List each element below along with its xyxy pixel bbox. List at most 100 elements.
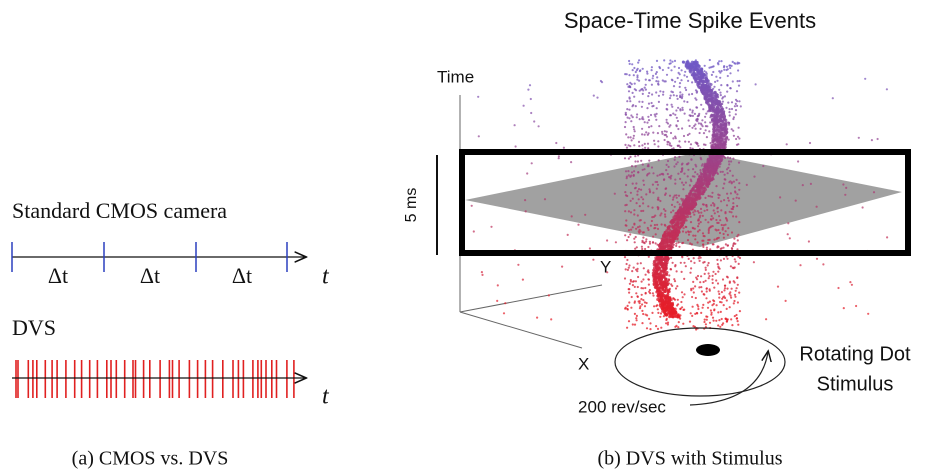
event-dot (671, 104, 673, 106)
event-dot (593, 95, 595, 97)
event-dot (664, 297, 667, 300)
event-dot (712, 271, 714, 273)
event-dot (630, 229, 632, 231)
event-dot (628, 60, 630, 62)
event-dot (689, 197, 692, 200)
event-dot (715, 118, 718, 121)
event-dot (678, 226, 681, 229)
event-dot (625, 133, 627, 135)
event-dot (649, 190, 651, 192)
event-dot (727, 197, 729, 199)
event-dot (641, 310, 643, 312)
event-dot (728, 122, 730, 124)
event-dot (651, 84, 653, 86)
event-dot (730, 297, 732, 299)
event-dot (765, 318, 767, 320)
event-dot (633, 213, 635, 215)
event-dot (674, 60, 676, 62)
event-dot (717, 194, 719, 196)
event-dot (712, 71, 714, 73)
event-dot (678, 140, 680, 142)
event-dot (670, 211, 672, 213)
event-dot (690, 159, 692, 161)
stimulus-disk (615, 328, 785, 396)
event-dot (659, 67, 661, 69)
event-dot (663, 294, 666, 297)
event-dot (709, 288, 711, 290)
event-dot (873, 191, 875, 193)
event-dot (733, 300, 735, 302)
event-dot (703, 235, 705, 237)
event-dot (674, 159, 676, 161)
event-dot (732, 267, 734, 269)
event-dot (668, 274, 670, 276)
event-dot (696, 92, 698, 94)
event-dot (641, 118, 643, 120)
event-dot (724, 285, 726, 287)
event-dot (647, 205, 649, 207)
event-dot (677, 107, 679, 109)
event-dot (679, 109, 681, 111)
event-dot (550, 318, 552, 320)
event-dot (630, 120, 632, 122)
event-dot (719, 133, 722, 136)
event-dot (628, 288, 630, 290)
event-dot (737, 284, 739, 286)
event-dot (734, 105, 736, 107)
event-dot (709, 301, 711, 303)
event-dot (654, 224, 656, 226)
event-dot (705, 167, 708, 170)
event-dot (688, 141, 690, 143)
event-dot (710, 142, 712, 144)
event-dot (640, 160, 642, 162)
event-dot (642, 237, 644, 239)
event-dot (736, 193, 738, 195)
event-dot (677, 201, 679, 203)
event-dot (635, 280, 637, 282)
event-dot (660, 297, 662, 299)
event-dot (640, 262, 642, 264)
interval-label: Δt (48, 263, 68, 288)
event-dot (724, 143, 727, 146)
event-dot (644, 121, 646, 123)
right-panel: Space-Time Spike Events Time Y X 5 ms Ro… (403, 8, 911, 470)
event-dot (678, 72, 680, 74)
event-dot (670, 268, 672, 270)
event-dot (720, 84, 722, 86)
rotation-arrow (690, 352, 768, 405)
event-dot (652, 236, 654, 238)
event-dot (690, 221, 692, 223)
event-dot (631, 165, 633, 167)
event-dot (636, 69, 638, 71)
event-dot (630, 307, 632, 309)
event-dot (712, 109, 715, 112)
event-dot (692, 235, 694, 237)
event-dot (689, 114, 691, 116)
event-dot (649, 322, 651, 324)
event-dot (705, 323, 707, 325)
stimulus-label: Stimulus (817, 373, 894, 395)
event-dot (799, 264, 801, 266)
event-dot (718, 120, 721, 123)
event-dot (708, 272, 710, 274)
event-dot (654, 215, 656, 217)
event-dot (656, 269, 659, 272)
event-dot (635, 182, 637, 184)
event-dot (725, 230, 727, 232)
event-dot (735, 216, 737, 218)
event-dot (624, 277, 626, 279)
event-dot (698, 257, 700, 259)
event-dot (653, 280, 655, 282)
event-dot (734, 296, 736, 298)
event-dot (668, 226, 671, 229)
event-dot (682, 309, 684, 311)
event-dot (710, 89, 713, 92)
event-dot (637, 190, 639, 192)
event-dot (718, 197, 720, 199)
event-dot (631, 171, 633, 173)
event-dot (660, 293, 663, 296)
event-dot (642, 202, 644, 204)
event-dot (691, 315, 693, 317)
event-dot (702, 232, 704, 234)
event-dot (624, 234, 626, 236)
